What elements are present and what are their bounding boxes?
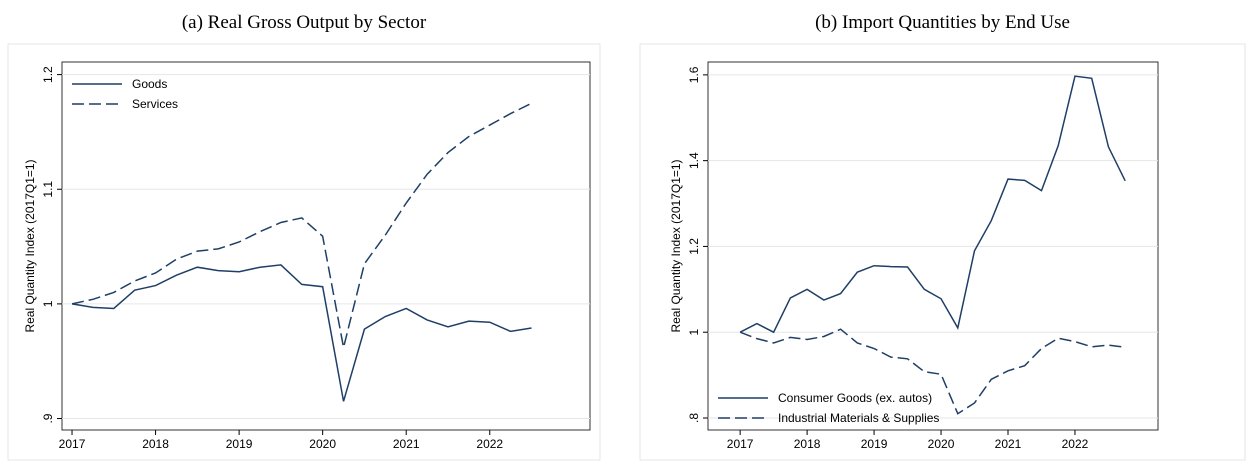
legend-label: Industrial Materials & Supplies (778, 411, 939, 425)
y-axis-label: Real Quantity Index (2017Q1=1) (23, 159, 37, 332)
x-tick-label: 2022 (1062, 437, 1089, 451)
x-tick-label: 2021 (995, 437, 1022, 451)
x-tick-label: 2020 (928, 437, 955, 451)
legend-label: Services (132, 97, 178, 111)
y-tick-label: 1.1 (41, 181, 55, 198)
y-tick-label: 1.2 (41, 66, 55, 83)
x-tick-label: 2020 (309, 437, 336, 451)
y-axis-label: Real Quantity Index (2017Q1=1) (669, 159, 683, 332)
x-tick-label: 2017 (727, 437, 754, 451)
graph-frame (7, 43, 601, 461)
x-tick-label: 2018 (794, 437, 821, 451)
y-tick-label: 1 (41, 300, 55, 307)
y-tick-label: 1.6 (687, 66, 701, 83)
y-tick-label: .8 (687, 413, 701, 423)
chart-title: (a) Real Gross Output by Sector (182, 12, 427, 33)
series-line (739, 75, 1126, 334)
x-tick-label: 2019 (226, 437, 253, 451)
legend-label: Consumer Goods (ex. autos) (778, 391, 932, 405)
x-tick-label: 2017 (59, 437, 86, 451)
x-tick-label: 2022 (476, 437, 503, 451)
series-line (71, 264, 532, 402)
series-line (739, 328, 1126, 415)
x-tick-label: 2018 (142, 437, 169, 451)
chart-title: (b) Import Quantities by End Use (815, 12, 1070, 33)
y-tick-label: 1 (687, 329, 701, 336)
x-tick-label: 2019 (861, 437, 888, 451)
y-tick-label: 1.2 (687, 238, 701, 255)
y-tick-label: 1.4 (687, 152, 701, 169)
x-tick-label: 2021 (393, 437, 420, 451)
plot-frame (61, 61, 591, 431)
legend-label: Goods (132, 77, 167, 91)
graph-frame (639, 43, 1246, 461)
y-tick-label: .9 (41, 413, 55, 423)
series-line (71, 102, 532, 348)
